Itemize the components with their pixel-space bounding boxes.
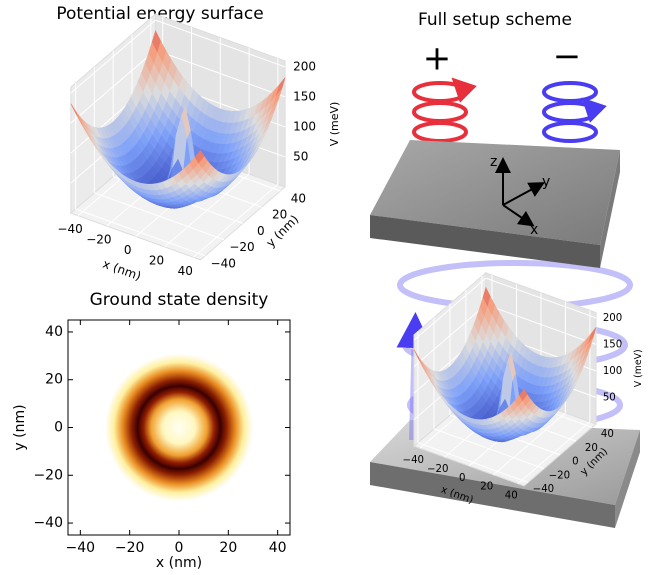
z-axis-label: V (meV) bbox=[328, 102, 341, 147]
z-tick-label: 200 bbox=[293, 59, 316, 73]
x-tick-label: 0 bbox=[124, 243, 132, 257]
z-tick-label: 150 bbox=[293, 89, 316, 103]
x-tick-label: −40 bbox=[57, 222, 82, 236]
axis-label: y bbox=[542, 174, 550, 190]
y-tick-label: 0 bbox=[257, 224, 265, 238]
z-axis-label: V (meV) bbox=[633, 349, 644, 387]
y-tick-label: 20 bbox=[45, 372, 63, 388]
y-tick-label: 40 bbox=[291, 192, 306, 206]
x-tick-label: 0 bbox=[459, 473, 465, 484]
y-tick-label: −40 bbox=[33, 515, 63, 531]
z-tick-label: 200 bbox=[603, 313, 622, 324]
y-tick-label: 0 bbox=[572, 457, 578, 468]
y-tick-label: −20 bbox=[33, 467, 63, 483]
y-tick-label: 40 bbox=[45, 324, 63, 340]
x-tick-label: 20 bbox=[480, 482, 493, 493]
y-tick-label: 0 bbox=[54, 420, 63, 436]
y-tick-label: 40 bbox=[601, 429, 614, 440]
x-tick-label: −20 bbox=[427, 464, 449, 475]
z-tick-label: 100 bbox=[603, 366, 622, 377]
x-tick-label: 20 bbox=[219, 540, 237, 556]
density-map bbox=[105, 354, 253, 502]
y-tick-label: −40 bbox=[533, 484, 555, 495]
z-tick-label: 50 bbox=[293, 149, 308, 163]
panel-title: Full setup scheme bbox=[418, 10, 572, 30]
y-tick-label: −20 bbox=[229, 240, 254, 254]
surface-panel: Potential energy surface−40−2002040−40−2… bbox=[56, 4, 341, 283]
x-tick-label: 40 bbox=[178, 264, 193, 278]
x-tick-label: −20 bbox=[86, 233, 111, 247]
x-tick-label: −20 bbox=[115, 540, 145, 556]
density-panel: Ground state density −40 −20 0 20 40 −40 −20 0 20… bbox=[12, 290, 290, 571]
y-tick-label: −40 bbox=[211, 256, 236, 270]
figure: Potential energy surface−40−2002040−40−2… bbox=[0, 0, 663, 575]
z-tick-label: 150 bbox=[603, 339, 622, 350]
x-axis-label: x (nm) bbox=[101, 257, 143, 284]
x-tick-label: 40 bbox=[505, 491, 518, 502]
axis-label: z bbox=[490, 154, 497, 170]
x-tick-label: 40 bbox=[269, 540, 287, 556]
y-axis-label: y (nm) bbox=[12, 404, 28, 450]
x-tick-label: 20 bbox=[149, 253, 164, 267]
polarization-label: − bbox=[553, 37, 582, 77]
polarization-label: + bbox=[423, 39, 452, 79]
axis-label: x bbox=[530, 222, 538, 238]
z-tick-label: 100 bbox=[293, 119, 316, 133]
circular-polarization-plus bbox=[414, 83, 466, 141]
z-tick-label: 50 bbox=[603, 392, 616, 403]
panel-title: Ground state density bbox=[90, 290, 269, 310]
x-tick-label: −40 bbox=[403, 455, 425, 466]
circular-polarization-minus bbox=[544, 83, 596, 141]
x-axis-label: x (nm) bbox=[156, 555, 202, 571]
x-tick-label: 0 bbox=[175, 540, 184, 556]
y-tick-label: −20 bbox=[549, 470, 571, 481]
x-tick-label: −40 bbox=[66, 540, 96, 556]
